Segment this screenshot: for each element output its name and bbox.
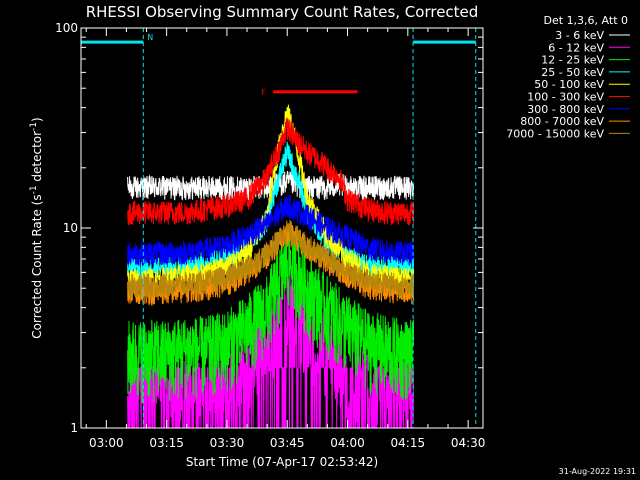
y-axis-label-prefix: Corrected Count Rate (s: [30, 194, 44, 338]
series-line-6: [127, 118, 415, 226]
legend-label-6: 100 - 300 keV: [527, 91, 604, 104]
series-line-9: [127, 219, 415, 298]
legend-label-4: 25 - 50 keV: [541, 66, 604, 79]
y-axis-label-sup2: -1: [29, 122, 39, 131]
y-axis-label: Corrected Count Rate (s-1 detector-1): [29, 117, 44, 338]
x-tick-label-3: 03:30: [210, 436, 245, 450]
x-tick-label-1: 03:00: [89, 436, 124, 450]
legend-label-9: 7000 - 15000 keV: [506, 127, 604, 140]
legend-label-2: 6 - 12 keV: [548, 41, 604, 54]
series-line-2: [127, 268, 415, 429]
night-label: N: [147, 33, 153, 42]
y-axis-label-sup1: -1: [29, 185, 39, 194]
legend-label-1: 3 - 6 keV: [555, 29, 604, 42]
y-axis-label-mid: detector: [30, 131, 44, 186]
y-tick-label-3: 1: [70, 421, 78, 435]
y-tick-label-2: 10: [63, 221, 78, 235]
x-tick-label-6: 04:15: [391, 436, 426, 450]
legend-label-8: 800 - 7000 keV: [520, 115, 604, 128]
x-axis-label: Start Time (07-Apr-17 02:53:42): [186, 455, 378, 469]
footer-date: 31-Aug-2022 19:31: [559, 467, 636, 476]
legend-label-5: 50 - 100 keV: [534, 78, 604, 91]
axis-ticks: 03:00 03:15 03:30 03:45 04:00 04:15 04:30 100 10…: [55, 21, 485, 450]
y-tick-label-1: 100: [55, 21, 78, 35]
y-axis-label-suffix: ): [30, 117, 44, 122]
legend-label-3: 12 - 25 keV: [541, 54, 604, 67]
series-line-3: [127, 228, 415, 404]
chart-title: RHESSI Observing Summary Count Rates, Co…: [86, 3, 479, 21]
legend-header: Det 1,3,6, Att 0: [544, 14, 628, 27]
series-line-7: [127, 195, 415, 267]
x-tick-label-7: 04:30: [451, 436, 486, 450]
legend-label-7: 300 - 800 keV: [527, 103, 604, 116]
flare-label: F: [261, 88, 266, 97]
series-layer: [127, 104, 415, 429]
x-tick-label-2: 03:15: [149, 436, 184, 450]
x-tick-label-5: 04:00: [330, 436, 365, 450]
x-tick-label-4: 03:45: [270, 436, 305, 450]
series-line-4: [127, 141, 415, 283]
